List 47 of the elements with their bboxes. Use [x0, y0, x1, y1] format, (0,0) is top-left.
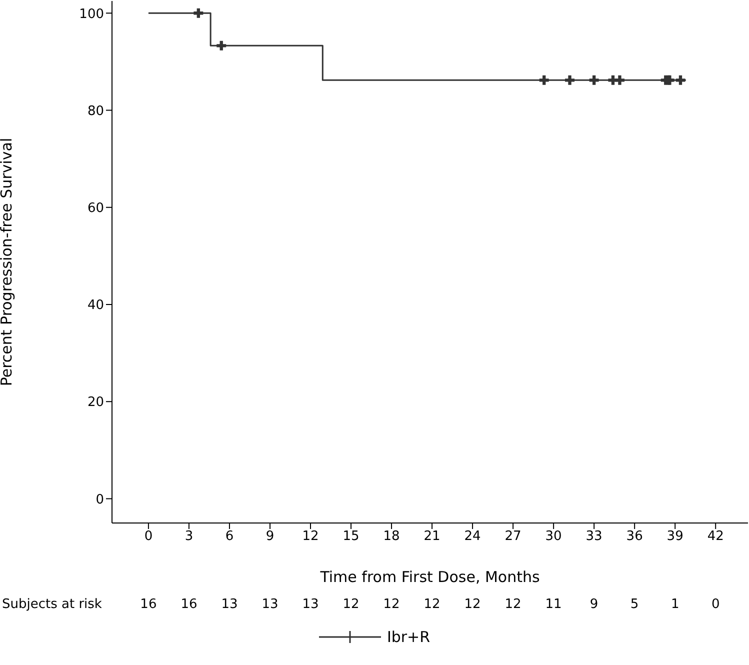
text: 13 [262, 597, 278, 612]
x-tick-label: 3 [184, 529, 194, 544]
text: 1 [670, 597, 680, 612]
y-tick-label: 20 [87, 395, 104, 410]
point [539, 75, 549, 85]
text: 16 [140, 597, 157, 612]
text: 5 [630, 597, 639, 612]
y-tick-label: 100 [79, 6, 104, 22]
text: 13 [302, 597, 319, 612]
x-tick-label: 15 [342, 529, 360, 544]
y-tick-label: 0 [96, 492, 104, 508]
x-tick-label: 21 [424, 529, 440, 544]
x-tick-label: 42 [707, 529, 724, 544]
x-tick-label: 9 [266, 529, 274, 544]
text: 12 [504, 597, 522, 612]
x-tick-label: 12 [302, 529, 319, 544]
x-axis-title: Time from First Dose, Months [319, 568, 540, 586]
text: 12 [464, 597, 481, 612]
x-tick-label: 0 [144, 529, 153, 544]
text: 12 [342, 597, 360, 612]
x-tick-label: 33 [586, 529, 602, 544]
point [565, 75, 574, 85]
point [194, 8, 204, 18]
point [614, 75, 624, 85]
text: 13 [221, 597, 238, 612]
text: 0 [711, 597, 720, 612]
text: 12 [383, 597, 400, 612]
y-tick-label: 40 [87, 298, 104, 314]
point [216, 40, 226, 50]
text: 12 [424, 597, 440, 612]
x-tick-label: 24 [464, 529, 481, 544]
point [589, 75, 599, 85]
text: 16 [180, 597, 198, 612]
y-tick-label: 60 [87, 200, 104, 216]
x-tick-label: 27 [504, 529, 522, 544]
legend-label: Ibr+R [386, 628, 430, 646]
y-tick-label: 80 [87, 104, 104, 119]
x-tick-label: 39 [666, 529, 684, 544]
x-tick-label: 36 [626, 529, 643, 544]
point [676, 75, 686, 85]
y-axis-title: Percent Progression-free Survival [0, 138, 16, 386]
x-tick-label: 6 [225, 529, 234, 544]
text: Subjects at risk [2, 597, 102, 612]
x-tick-label: 30 [545, 529, 562, 544]
x-tick-label: 18 [383, 529, 400, 544]
text: 9 [590, 597, 598, 612]
text: 11 [545, 597, 562, 612]
